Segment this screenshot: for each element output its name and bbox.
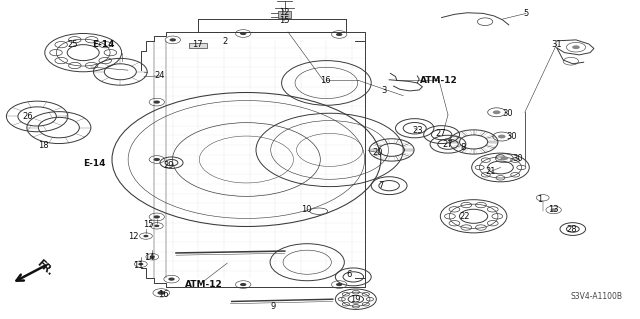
Text: 20: 20 xyxy=(372,148,383,157)
Text: 21: 21 xyxy=(485,167,495,176)
Text: 2: 2 xyxy=(223,37,228,46)
Text: E-14: E-14 xyxy=(83,159,106,168)
Text: 19: 19 xyxy=(351,295,361,304)
Text: 18: 18 xyxy=(38,141,49,150)
Circle shape xyxy=(154,158,160,161)
Text: 15: 15 xyxy=(279,16,289,25)
Text: ATM-12: ATM-12 xyxy=(420,76,458,85)
Circle shape xyxy=(143,235,148,237)
Bar xyxy=(278,11,291,18)
Circle shape xyxy=(336,33,342,36)
Text: 29: 29 xyxy=(163,161,173,170)
Text: 25: 25 xyxy=(68,40,78,48)
Text: E-14: E-14 xyxy=(92,40,115,48)
Circle shape xyxy=(498,135,506,138)
Circle shape xyxy=(154,225,159,227)
Text: 10: 10 xyxy=(301,205,311,214)
Text: S3V4-A1100B: S3V4-A1100B xyxy=(570,293,622,301)
Text: 22: 22 xyxy=(460,212,470,221)
Text: 30: 30 xyxy=(502,109,513,118)
Circle shape xyxy=(240,32,246,35)
Circle shape xyxy=(138,263,143,265)
Text: 30: 30 xyxy=(512,154,522,163)
Text: 6: 6 xyxy=(347,271,352,279)
Text: 23: 23 xyxy=(412,126,422,135)
Circle shape xyxy=(572,45,580,49)
Text: 7: 7 xyxy=(379,181,384,190)
Circle shape xyxy=(493,110,500,114)
Text: 27: 27 xyxy=(435,129,445,138)
Circle shape xyxy=(240,283,246,286)
Text: ATM-12: ATM-12 xyxy=(185,280,222,289)
Text: 5: 5 xyxy=(524,9,529,18)
Ellipse shape xyxy=(310,208,328,214)
Text: 27: 27 xyxy=(443,140,453,149)
Text: 16: 16 xyxy=(159,290,169,299)
Text: 1: 1 xyxy=(537,195,542,204)
Text: 12: 12 xyxy=(128,232,138,241)
Circle shape xyxy=(550,208,557,211)
Circle shape xyxy=(157,291,165,295)
Text: 9: 9 xyxy=(270,302,275,311)
Text: 11: 11 xyxy=(133,261,143,270)
Text: 17: 17 xyxy=(192,40,202,48)
Text: 15: 15 xyxy=(143,220,154,229)
Circle shape xyxy=(154,100,160,104)
Text: FR.: FR. xyxy=(35,257,55,277)
Circle shape xyxy=(150,256,155,258)
Text: 14: 14 xyxy=(145,253,155,262)
Text: 26: 26 xyxy=(23,112,33,121)
Text: 8: 8 xyxy=(460,143,465,152)
Text: 3: 3 xyxy=(381,86,387,95)
Circle shape xyxy=(336,283,342,286)
Circle shape xyxy=(170,38,176,41)
Circle shape xyxy=(154,215,160,219)
Text: 12: 12 xyxy=(279,8,289,17)
Text: 28: 28 xyxy=(567,225,577,234)
Circle shape xyxy=(500,156,508,160)
Text: 31: 31 xyxy=(552,40,562,48)
Text: 24: 24 xyxy=(155,71,165,80)
Text: 30: 30 xyxy=(507,132,517,141)
Bar xyxy=(189,43,207,48)
Text: 16: 16 xyxy=(320,76,330,85)
Circle shape xyxy=(168,278,175,281)
Text: 13: 13 xyxy=(548,205,558,214)
